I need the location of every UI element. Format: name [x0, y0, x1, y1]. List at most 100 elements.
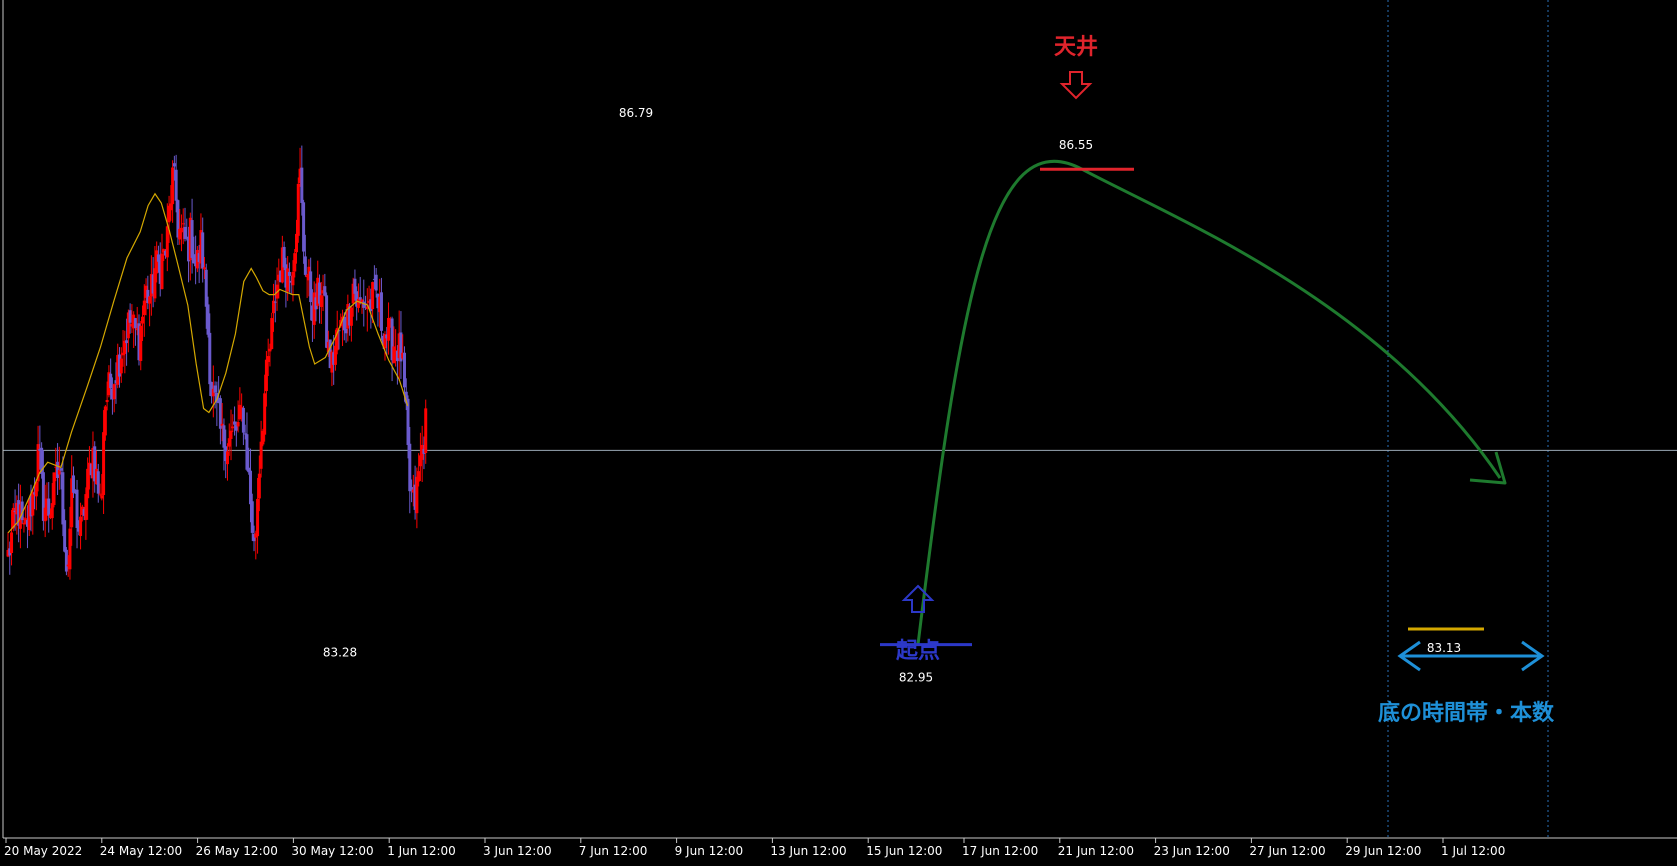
candle-body — [137, 323, 141, 361]
candle-body — [236, 422, 240, 427]
price-label-bottom: 83.13 — [1427, 641, 1461, 655]
candle-body — [289, 280, 293, 283]
candle-body — [187, 236, 191, 262]
candle-body — [321, 290, 325, 294]
up-arrow-icon — [901, 584, 935, 613]
candle-body — [56, 461, 60, 478]
candle-body — [185, 237, 189, 239]
candle-body — [319, 295, 323, 307]
price-label-top: 86.55 — [1059, 138, 1093, 152]
candle-body — [225, 451, 229, 465]
price-label-start: 82.95 — [899, 671, 933, 685]
candle-body — [128, 310, 132, 323]
down-arrow-icon — [1059, 71, 1093, 100]
candle-body — [68, 528, 72, 570]
candle-body — [135, 328, 139, 331]
candle-body — [295, 233, 299, 253]
candle-body — [194, 259, 198, 267]
candle-body — [17, 500, 21, 526]
candle-body — [355, 291, 359, 307]
start-annotation-label: 起点 — [895, 638, 940, 664]
candle-body — [218, 398, 222, 429]
candle-body — [328, 339, 332, 369]
candle-body — [272, 300, 275, 314]
candle-body — [303, 256, 307, 275]
candle-body — [199, 230, 203, 264]
candle-body — [73, 490, 77, 494]
trend-arrowhead — [1469, 451, 1507, 485]
candle-body — [353, 278, 357, 294]
candle-body — [424, 408, 428, 454]
candle-body — [234, 424, 238, 431]
candle-body — [102, 432, 106, 496]
candle-body — [229, 430, 233, 439]
candle-body — [238, 404, 242, 420]
candle-body — [142, 300, 146, 315]
candle-body — [404, 391, 408, 404]
candle-body — [75, 489, 79, 528]
candle-body — [6, 549, 10, 557]
x-tick-label: 26 May 12:00 — [196, 844, 278, 858]
candle-body — [158, 260, 162, 284]
candle-body — [296, 183, 300, 236]
candle-body — [333, 345, 337, 365]
x-tick-label: 13 Jun 12:00 — [770, 844, 846, 858]
candle-body — [164, 250, 168, 256]
candle-body — [103, 406, 107, 436]
candle-body — [257, 473, 261, 499]
candle-body — [63, 520, 67, 552]
candle-body — [201, 232, 205, 269]
candle-body — [318, 282, 322, 304]
candle-body — [156, 254, 160, 262]
candle-body — [197, 253, 201, 262]
price-label-high1: 86.79 — [619, 106, 653, 120]
candle-body — [362, 301, 366, 308]
price-label-low1: 83.28 — [323, 645, 357, 659]
candle-body — [358, 297, 362, 300]
candle-body — [241, 407, 245, 433]
candle-body — [247, 467, 251, 473]
candle-body — [284, 264, 288, 288]
candle-body — [326, 341, 330, 352]
candle-body — [346, 304, 350, 329]
candle-body — [365, 306, 369, 309]
candle-body — [93, 446, 97, 482]
candle-body — [162, 249, 166, 253]
candle-body — [402, 352, 406, 388]
candle-body — [367, 300, 371, 303]
candle-body — [155, 250, 159, 274]
candle-body — [178, 228, 182, 240]
candle-body — [71, 475, 75, 493]
x-tick-label: 1 Jun 12:00 — [387, 844, 456, 858]
x-tick-label: 3 Jun 12:00 — [483, 844, 552, 858]
candle-body — [406, 398, 410, 446]
x-tick-label: 15 Jun 12:00 — [866, 844, 942, 858]
candle-body — [183, 226, 187, 239]
candle-body — [351, 283, 355, 304]
candle-body — [87, 462, 91, 474]
candle-body — [323, 286, 327, 296]
candle-body — [148, 296, 152, 304]
candle-body — [40, 447, 44, 474]
candle-body — [79, 516, 83, 537]
candle-body — [210, 381, 214, 397]
candle-body — [64, 549, 68, 572]
candle-body — [66, 564, 70, 567]
candle-body — [82, 509, 86, 516]
candle-body — [121, 352, 125, 356]
candle-body — [126, 312, 130, 339]
candle-body — [149, 274, 153, 297]
candle-body — [422, 449, 426, 454]
candle-body — [381, 335, 385, 345]
candle-body — [22, 522, 26, 525]
x-tick-label: 20 May 2022 — [4, 844, 82, 858]
candle-body — [254, 533, 258, 538]
candle-body — [307, 266, 311, 281]
candle-body — [29, 496, 33, 517]
x-tick-label: 29 Jun 12:00 — [1345, 844, 1421, 858]
candle-body — [190, 220, 194, 258]
candle-body — [222, 425, 226, 448]
candle-body — [206, 304, 210, 335]
